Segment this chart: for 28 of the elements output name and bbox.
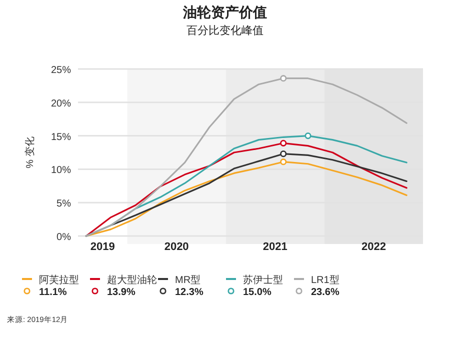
point <box>280 158 287 166</box>
legend-label: LR1型 <box>311 274 340 286</box>
y-tick-label: 10% <box>50 165 72 176</box>
x-tick-label: 2021 <box>262 241 288 253</box>
point <box>304 132 312 140</box>
x-tick-label: 2022 <box>361 241 386 253</box>
point <box>280 75 287 82</box>
y-tick-label: 15% <box>50 132 72 143</box>
legend-label: MR型 <box>175 274 201 286</box>
legend-label: 超大型油轮 <box>107 274 157 286</box>
y-axis-title: % 变化 <box>24 136 36 168</box>
legend-label: 13.9% <box>107 287 136 298</box>
legend-label: 12.3% <box>175 287 204 298</box>
legend-label: 苏伊士型 <box>243 274 283 286</box>
chart-subtitle: 百分比变化峰值 <box>186 24 264 37</box>
legend-label: 23.6% <box>311 287 340 298</box>
y-tick-label: 0% <box>56 232 72 243</box>
x-tick-label: 2020 <box>164 241 189 253</box>
y-tick-label: 5% <box>56 198 72 210</box>
x-tick-label: 2019 <box>90 241 115 253</box>
y-tick-label: 25% <box>50 65 72 76</box>
point <box>280 140 287 146</box>
legend-label: 阿芙拉型 <box>39 274 79 286</box>
legend-label: 15.0% <box>243 287 272 298</box>
chart-title: 油轮资产价值 <box>182 4 267 20</box>
point <box>280 150 287 158</box>
y-tick-label: 20% <box>50 98 72 110</box>
legend-label: 11.1% <box>39 287 67 298</box>
